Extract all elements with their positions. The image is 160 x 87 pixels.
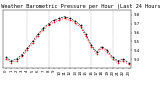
Title: Milwaukee Weather Barometric Pressure per Hour (Last 24 Hours): Milwaukee Weather Barometric Pressure pe… xyxy=(0,4,160,9)
